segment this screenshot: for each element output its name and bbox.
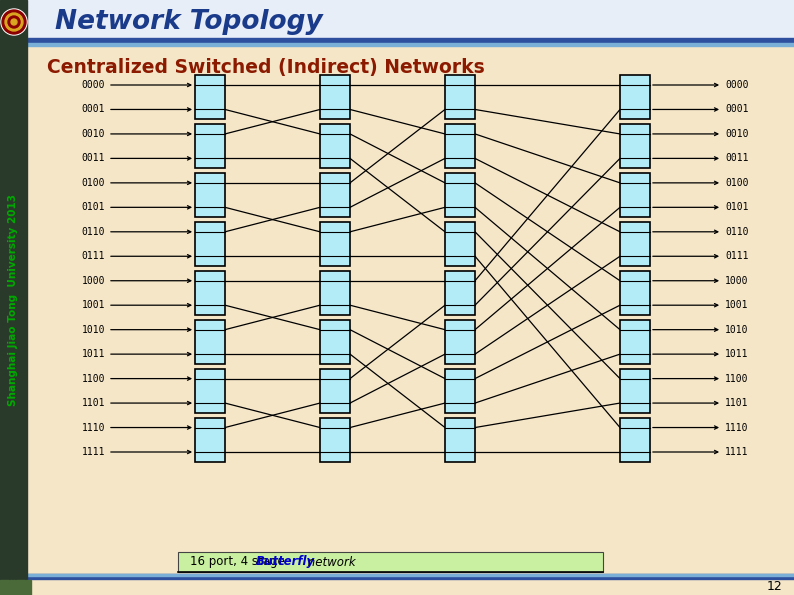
Text: 1101: 1101 <box>725 398 749 408</box>
Text: Shanghai Jiao Tong  University 2013: Shanghai Jiao Tong University 2013 <box>8 194 18 406</box>
Text: 1100: 1100 <box>725 374 749 384</box>
Text: 1101: 1101 <box>82 398 105 408</box>
Bar <box>445 368 475 413</box>
Circle shape <box>5 13 23 31</box>
Text: 1001: 1001 <box>82 300 105 310</box>
Bar <box>3 580 6 595</box>
Bar <box>195 173 225 217</box>
Text: 0010: 0010 <box>725 129 749 139</box>
Bar <box>620 418 650 462</box>
Bar <box>320 75 350 120</box>
Bar <box>445 124 475 168</box>
Text: Centralized Switched (Indirect) Networks: Centralized Switched (Indirect) Networks <box>47 58 485 77</box>
Text: 1011: 1011 <box>82 349 105 359</box>
Text: 0110: 0110 <box>725 227 749 237</box>
Text: 0000: 0000 <box>725 80 749 90</box>
Text: 0101: 0101 <box>725 202 749 212</box>
Bar <box>445 271 475 315</box>
Bar <box>320 173 350 217</box>
Circle shape <box>8 16 20 28</box>
Bar <box>445 418 475 462</box>
Bar <box>28 0 794 40</box>
Text: 1001: 1001 <box>725 300 749 310</box>
Text: 0100: 0100 <box>82 178 105 188</box>
Bar <box>620 368 650 413</box>
Bar <box>620 222 650 267</box>
Bar <box>195 124 225 168</box>
Text: network: network <box>304 556 356 568</box>
Text: 0111: 0111 <box>82 251 105 261</box>
Text: 0011: 0011 <box>82 154 105 164</box>
Text: 16 port, 4 stage: 16 port, 4 stage <box>190 556 288 568</box>
Bar <box>445 222 475 267</box>
Bar <box>195 75 225 120</box>
Bar <box>195 418 225 462</box>
Text: Butterfly: Butterfly <box>256 556 315 568</box>
Text: 0001: 0001 <box>725 105 749 114</box>
Text: 1011: 1011 <box>725 349 749 359</box>
Bar <box>195 271 225 315</box>
Bar <box>620 173 650 217</box>
Bar <box>0 574 794 579</box>
Text: Network Topology: Network Topology <box>55 9 322 35</box>
Bar <box>29 580 31 595</box>
Bar <box>0 43 794 46</box>
Text: 0010: 0010 <box>82 129 105 139</box>
Circle shape <box>2 10 26 34</box>
Bar <box>320 320 350 364</box>
Bar <box>10 580 12 595</box>
Bar <box>445 75 475 120</box>
Text: 1100: 1100 <box>82 374 105 384</box>
Bar <box>13 580 15 595</box>
Bar <box>620 124 650 168</box>
Text: 12: 12 <box>766 580 782 593</box>
Bar <box>0 0 27 595</box>
Bar <box>320 124 350 168</box>
Bar <box>178 552 603 572</box>
Text: 1110: 1110 <box>82 422 105 433</box>
Text: 0111: 0111 <box>725 251 749 261</box>
Bar <box>0 580 2 595</box>
Text: 1000: 1000 <box>82 275 105 286</box>
Text: 1111: 1111 <box>725 447 749 457</box>
Bar <box>195 222 225 267</box>
Text: 1010: 1010 <box>82 325 105 334</box>
Bar <box>620 75 650 120</box>
Bar <box>0 574 794 576</box>
Circle shape <box>11 19 17 25</box>
Text: 0000: 0000 <box>82 80 105 90</box>
Bar <box>19 580 21 595</box>
Text: 0001: 0001 <box>82 105 105 114</box>
Bar <box>320 418 350 462</box>
Text: 0101: 0101 <box>82 202 105 212</box>
Text: 1111: 1111 <box>82 447 105 457</box>
Text: 0110: 0110 <box>82 227 105 237</box>
Bar <box>320 368 350 413</box>
Bar <box>445 320 475 364</box>
Text: 1110: 1110 <box>725 422 749 433</box>
Bar <box>620 271 650 315</box>
Circle shape <box>1 9 27 35</box>
Text: 0011: 0011 <box>725 154 749 164</box>
Bar <box>16 580 18 595</box>
Text: 1010: 1010 <box>725 325 749 334</box>
Bar <box>620 320 650 364</box>
Bar <box>320 222 350 267</box>
Bar <box>25 580 28 595</box>
Text: 0100: 0100 <box>725 178 749 188</box>
Bar <box>445 173 475 217</box>
Bar <box>195 320 225 364</box>
Bar <box>195 368 225 413</box>
Bar <box>0 38 794 43</box>
Text: 1000: 1000 <box>725 275 749 286</box>
Bar <box>320 271 350 315</box>
Bar <box>6 580 9 595</box>
Bar <box>22 580 25 595</box>
